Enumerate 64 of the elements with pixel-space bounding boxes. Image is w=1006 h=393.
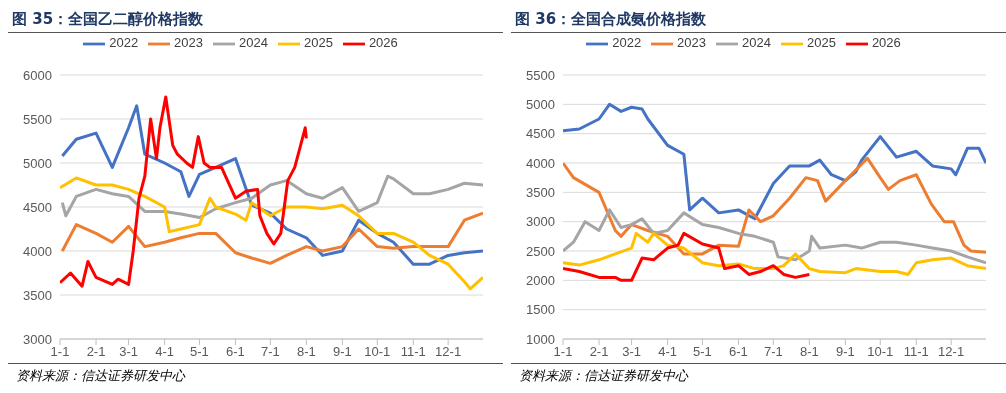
legend-label: 2024	[742, 35, 771, 51]
y-tick-label: 5500	[526, 67, 555, 83]
x-tick-label: 1-1	[553, 344, 573, 360]
x-tick-label: 7-1	[260, 344, 280, 360]
y-tick-label: 5000	[526, 96, 555, 112]
x-tick-label: 6-1	[226, 344, 245, 360]
x-tick-label: 3-1	[119, 344, 138, 360]
y-tick-label: 3000	[23, 331, 52, 347]
chart-title: 图 35：全国乙二醇价格指数	[8, 8, 503, 33]
x-tick-label: 7-1	[763, 344, 783, 360]
text: 资料来源：信达证券研发中心	[511, 363, 1006, 388]
y-tick-label: 4000	[23, 243, 52, 259]
line-series	[563, 208, 986, 265]
y-tick-label: 2500	[526, 243, 555, 259]
chart-title: 图 36：全国合成氨价格指数	[511, 8, 1006, 33]
line-series	[60, 174, 483, 220]
legend-label: 2025	[806, 35, 836, 51]
y-tick-label: 5500	[23, 111, 52, 127]
x-tick-label: 2-1	[589, 344, 609, 360]
x-tick-label: 10-1	[867, 344, 894, 360]
x-tick-label: 1-1	[50, 344, 70, 360]
x-tick-label: 11-1	[903, 344, 929, 360]
x-tick-label: 9-1	[835, 344, 855, 360]
y-tick-label: 4500	[526, 126, 555, 142]
y-tick-label: 4500	[23, 199, 52, 215]
x-tick-label: 3-1	[622, 344, 641, 360]
line-series	[563, 156, 986, 256]
x-tick-label: 5-1	[693, 344, 712, 360]
x-tick-label: 4-1	[155, 344, 174, 360]
x-tick-label: 12-1	[435, 344, 462, 360]
y-tick-label: 1500	[526, 302, 555, 318]
legend-label: 2026	[871, 35, 901, 51]
line-series	[563, 231, 811, 282]
y-tick-label: 3000	[526, 214, 555, 230]
y-tick-label: 3500	[526, 184, 555, 200]
legend-label: 2024	[239, 35, 268, 51]
line-series	[563, 231, 986, 276]
line-series	[60, 176, 483, 291]
legend-label: 2026	[368, 35, 398, 51]
x-tick-label: 8-1	[296, 344, 316, 360]
x-tick-label: 11-1	[400, 344, 426, 360]
x-tick-label: 8-1	[799, 344, 819, 360]
legend-label: 2023	[677, 35, 707, 51]
line-series	[563, 102, 986, 221]
legend-label: 2023	[174, 35, 204, 51]
y-tick-label: 6000	[23, 67, 52, 83]
x-tick-label: 4-1	[658, 344, 677, 360]
y-tick-label: 5000	[23, 155, 52, 171]
y-tick-label: 3500	[23, 287, 52, 303]
line-series	[60, 211, 483, 265]
x-tick-label: 9-1	[332, 344, 352, 360]
x-tick-label: 12-1	[938, 344, 965, 360]
x-tick-label: 10-1	[364, 344, 391, 360]
y-tick-label: 1000	[526, 331, 555, 347]
line-series	[60, 95, 308, 288]
y-tick-label: 4000	[526, 155, 555, 171]
legend-label: 2022	[612, 35, 642, 51]
x-tick-label: 6-1	[729, 344, 748, 360]
y-tick-label: 2000	[526, 272, 555, 288]
text: 资料来源：信达证券研发中心	[8, 363, 503, 388]
x-tick-label: 5-1	[190, 344, 209, 360]
x-tick-label: 2-1	[86, 344, 106, 360]
legend-label: 2025	[303, 35, 333, 51]
legend-label: 2022	[109, 35, 139, 51]
